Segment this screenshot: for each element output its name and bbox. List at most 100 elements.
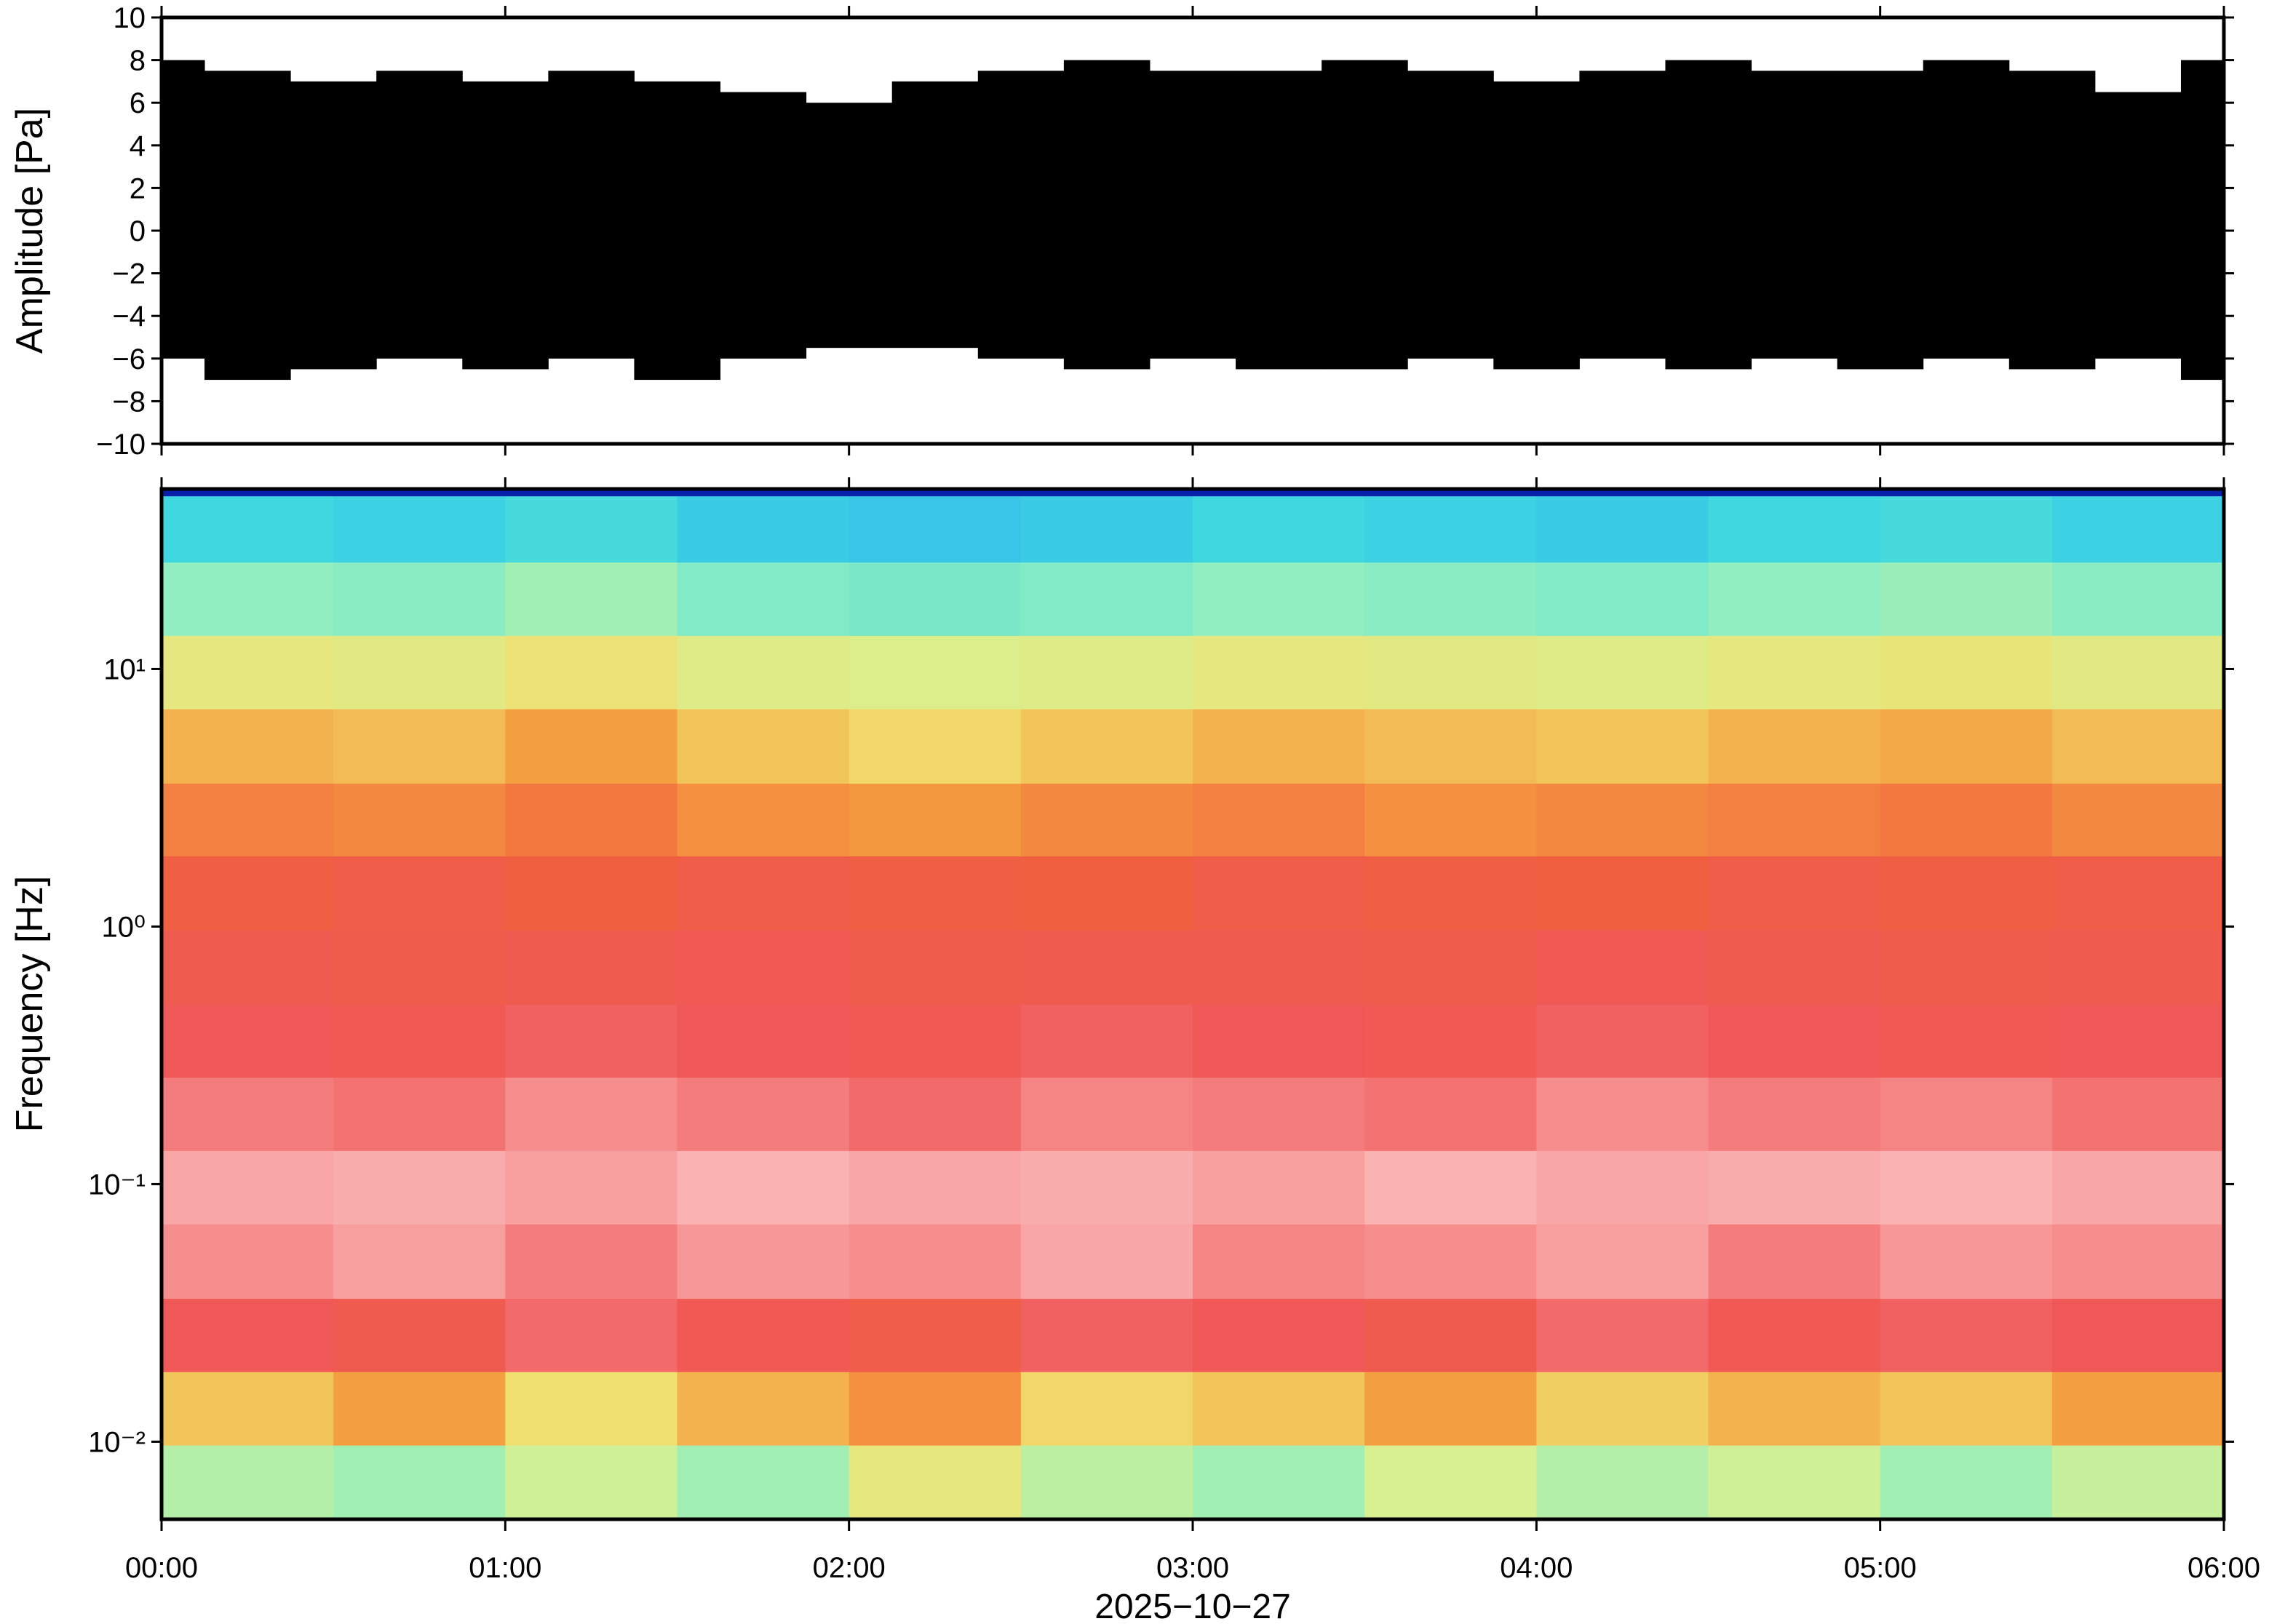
spectrogram-cell xyxy=(1020,1077,1193,1151)
spectrogram-cell xyxy=(677,1077,850,1151)
spectrogram-cell xyxy=(162,856,334,931)
y-axis-title: Frequency [Hz] xyxy=(9,876,51,1133)
y-tick-label: 4 xyxy=(130,130,146,162)
waveform-envelope xyxy=(1407,71,1494,359)
spectrogram-cell xyxy=(1536,783,1709,856)
spectrogram-cell xyxy=(1536,709,1709,784)
spectrogram-cell xyxy=(2051,709,2225,784)
x-tick-label: 04:00 xyxy=(1500,1552,1573,1584)
spectrogram-cell xyxy=(677,709,850,784)
spectrogram-cell xyxy=(1708,1298,1881,1372)
spectrogram-cell xyxy=(849,1372,1022,1446)
spectrogram-cell xyxy=(2051,856,2225,931)
spectrogram-cell xyxy=(1193,1150,1365,1225)
spectrogram-cell xyxy=(162,930,334,1005)
y-tick-label: −2 xyxy=(112,258,146,290)
spectrogram-cell xyxy=(1364,1004,1537,1078)
spectrogram-cell xyxy=(1364,1150,1537,1225)
spectrogram-cell xyxy=(1536,489,1709,497)
y-tick-label: 6 xyxy=(130,87,146,119)
spectrogram-cell xyxy=(1708,635,1881,709)
spectrogram-cell xyxy=(677,1150,850,1225)
spectrogram-cell xyxy=(1536,1150,1709,1225)
spectrogram-cell xyxy=(333,1298,506,1372)
x-tick-label: 03:00 xyxy=(1156,1552,1229,1584)
spectrogram-cell xyxy=(1020,1372,1193,1446)
spectrogram-cell xyxy=(1020,1150,1193,1225)
spectrogram-cell xyxy=(1193,1445,1365,1520)
spectrogram-cell xyxy=(1193,489,1365,497)
spectrogram-cell xyxy=(849,1445,1022,1520)
spectrogram-cell xyxy=(1364,1224,1537,1299)
y-tick-label: −4 xyxy=(112,300,146,333)
waveform-envelope xyxy=(204,71,291,381)
x-tick-label: 01:00 xyxy=(469,1552,541,1584)
spectrogram-cell xyxy=(849,1077,1022,1151)
spectrogram-cell xyxy=(505,1445,678,1520)
spectrogram-cell xyxy=(1708,1150,1881,1225)
y-tick-label: 10⁻¹ xyxy=(88,1169,146,1201)
spectrogram-cell xyxy=(1536,1004,1709,1078)
spectrogram-cell xyxy=(849,930,1022,1005)
spectrogram-cell xyxy=(333,1004,506,1078)
y-tick-label: −6 xyxy=(112,343,146,375)
spectrogram-cell xyxy=(1364,1372,1537,1446)
spectrogram-cell xyxy=(1880,856,2053,931)
y-tick-label: 10⁰ xyxy=(101,911,146,943)
spectrogram-cell xyxy=(849,562,1022,636)
spectrogram-cell xyxy=(1364,930,1537,1005)
spectrogram-cell xyxy=(162,1445,334,1520)
spectrogram-cell xyxy=(1364,495,1537,563)
spectrogram-cell xyxy=(849,489,1022,497)
spectrogram-cell xyxy=(1364,1077,1537,1151)
spectrogram-cell xyxy=(1880,930,2053,1005)
spectrogram-cell xyxy=(849,1004,1022,1078)
waveform-envelope xyxy=(1322,60,1408,370)
spectrogram-cell xyxy=(1193,635,1365,709)
spectrogram-cell xyxy=(677,1224,850,1299)
y-tick-label: 10⁻² xyxy=(88,1426,146,1458)
spectrogram-cell xyxy=(333,783,506,856)
waveform-envelope xyxy=(977,71,1065,359)
spectrogram-cell xyxy=(1364,709,1537,784)
spectrogram-cell xyxy=(162,1298,334,1372)
waveform-envelope xyxy=(1579,71,1666,359)
spectrogram-cell xyxy=(1880,1298,2053,1372)
spectrogram-cell xyxy=(2051,1077,2225,1151)
spectrogram-cell xyxy=(2051,495,2225,563)
spectrogram-cell xyxy=(677,1004,850,1078)
spectrogram-cell xyxy=(2051,1445,2225,1520)
spectrogram-cell xyxy=(162,495,334,563)
spectrogram-cell xyxy=(333,489,506,497)
spectrogram-cell xyxy=(333,1445,506,1520)
waveform-envelope xyxy=(1063,60,1151,370)
spectrogram-cell xyxy=(849,1150,1022,1225)
spectrogram-cell xyxy=(1193,709,1365,784)
spectrogram-cell xyxy=(677,489,850,497)
spectrogram-cell xyxy=(1536,1298,1709,1372)
spectrogram-cell xyxy=(2051,1150,2225,1225)
spectrogram xyxy=(162,489,2225,1520)
spectrogram-cell xyxy=(1536,495,1709,563)
waveform-envelope xyxy=(548,71,635,359)
spectrogram-cell xyxy=(162,709,334,784)
spectrogram-cell xyxy=(505,1004,678,1078)
spectrogram-cell xyxy=(1020,930,1193,1005)
spectrogram-cell xyxy=(505,1150,678,1225)
spectrogram-cell xyxy=(1020,709,1193,784)
spectrogram-cell xyxy=(849,495,1022,563)
waveform-envelope xyxy=(720,92,807,359)
waveform-envelope xyxy=(2180,60,2225,381)
spectrogram-cell xyxy=(1364,489,1537,497)
spectrogram-cell xyxy=(505,489,678,497)
spectrogram-cell xyxy=(333,1372,506,1446)
spectrogram-cell xyxy=(1193,1372,1365,1446)
spectrogram-cell xyxy=(1708,495,1881,563)
spectrogram-cell xyxy=(1880,495,2053,563)
spectrogram-cell xyxy=(1708,856,1881,931)
x-tick-label: 05:00 xyxy=(1844,1552,1917,1584)
spectrogram-cell xyxy=(1364,783,1537,856)
waveform-envelope xyxy=(1751,71,1838,359)
spectrogram-cell xyxy=(677,783,850,856)
